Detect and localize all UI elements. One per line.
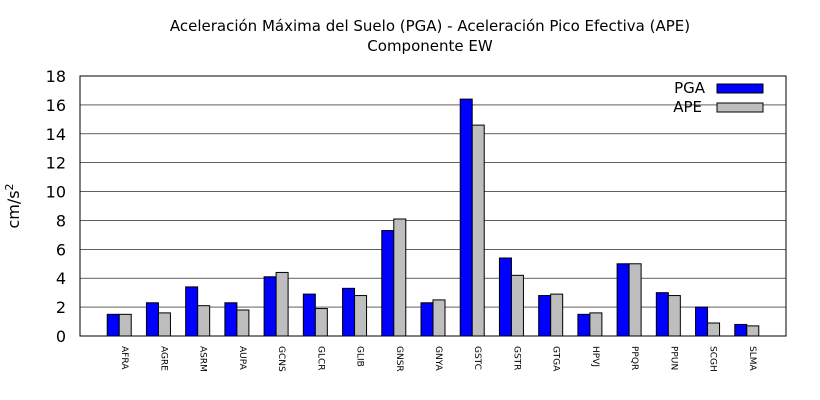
bar-ape-hpvj	[589, 312, 603, 337]
y-axis-label: cm/s2	[3, 183, 23, 228]
y-tick-labels: 0 2 4 6 8 10 12 14 16 18	[46, 67, 66, 346]
bar-ape-gstc	[471, 124, 485, 337]
x-tick-label: GLCR	[315, 346, 325, 371]
x-tick-label: PPUN	[668, 346, 678, 370]
y-tick-label: 0	[56, 327, 66, 346]
x-tick-label: PPQR	[629, 346, 639, 370]
legend-label-ape: APE	[673, 98, 702, 116]
x-tick-label: GLIB	[355, 346, 365, 367]
legend: PGA APE	[673, 79, 764, 116]
x-tick-label: GCNS	[276, 346, 286, 372]
y-tick-label: 4	[56, 269, 66, 288]
x-tick-label: GNSR	[394, 346, 404, 372]
bar-pga-aupa	[224, 302, 238, 337]
bar-pga-gstc	[459, 98, 473, 337]
y-axis-label-base: cm/s	[4, 190, 23, 228]
bar-pga-glib	[342, 287, 356, 337]
x-tick-label: GNYA	[433, 346, 443, 372]
x-tick-label: SLMA	[747, 346, 757, 371]
x-tick-label: AGRE	[158, 346, 168, 371]
bar-ape-afra	[118, 313, 132, 337]
bar-pga-gnsr	[381, 230, 395, 337]
y-tick-label: 14	[46, 125, 66, 144]
bar-pga-scgh	[695, 306, 709, 337]
bar-pga-gnya	[420, 302, 434, 337]
bar-ape-gstr	[510, 274, 524, 337]
bar-pga-glcr	[302, 293, 316, 337]
bar-pga-gcns	[263, 276, 277, 337]
bar-ape-gtga	[550, 293, 564, 337]
plot-frame	[79, 75, 787, 337]
bar-ape-scgh	[707, 322, 721, 337]
y-tick-label: 2	[56, 298, 66, 317]
x-tick-label: GSTR	[511, 346, 521, 370]
bar-ape-ppun	[667, 295, 681, 337]
legend-swatch-ape	[716, 102, 764, 113]
bar-pga-slma	[734, 323, 748, 337]
bar-pga-ppqr	[616, 263, 630, 337]
bar-ape-glib	[354, 295, 368, 337]
chart-title-line2: Componente EW	[367, 37, 493, 55]
bar-pga-asrm	[185, 286, 199, 337]
bar-ape-slma	[746, 325, 760, 337]
bar-pga-afra	[106, 313, 120, 337]
x-tick-label: SCGH	[708, 346, 718, 372]
y-tick-label: 12	[46, 154, 66, 173]
bar-ape-ppqr	[628, 263, 642, 337]
x-tick-labels: AFRA AGRE ASRM AUPA GCNS GLCR GLIB GNSR GNYA GSTC…	[119, 346, 757, 372]
x-tick-label: ASRM	[198, 346, 208, 372]
y-tick-label: 18	[46, 67, 66, 86]
x-tick-label: HPVJ	[590, 346, 600, 367]
bar-ape-gnya	[432, 299, 446, 337]
legend-swatch-pga	[716, 83, 764, 94]
x-tick-label: AUPA	[237, 346, 247, 371]
bar-pga-hpvj	[577, 313, 591, 337]
legend-label-pga: PGA	[674, 79, 706, 97]
y-axis-label-exponent: 2	[3, 183, 16, 190]
bar-pga-gstr	[498, 257, 512, 337]
bar-ape-gnsr	[393, 218, 407, 337]
bar-pga-agre	[145, 302, 159, 337]
bar-ape-gcns	[275, 271, 289, 337]
bars	[106, 98, 760, 337]
chart-title-line1: Aceleración Máxima del Suelo (PGA) - Ace…	[170, 17, 690, 35]
bar-ape-asrm	[197, 305, 211, 337]
x-tick-label: AFRA	[119, 346, 129, 370]
bar-ape-agre	[157, 312, 171, 337]
x-tick-label: GTGA	[551, 346, 561, 372]
x-tick-label: GSTC	[472, 346, 482, 370]
grid-lines	[80, 104, 786, 308]
y-tick-label: 8	[56, 211, 66, 230]
bar-pga-ppun	[655, 292, 669, 337]
bar-ape-aupa	[236, 309, 250, 337]
bar-pga-gtga	[538, 295, 552, 337]
y-tick-label: 6	[56, 240, 66, 259]
y-tick-label: 10	[46, 183, 66, 202]
y-tick-label: 16	[46, 96, 66, 115]
bar-ape-glcr	[314, 308, 328, 337]
